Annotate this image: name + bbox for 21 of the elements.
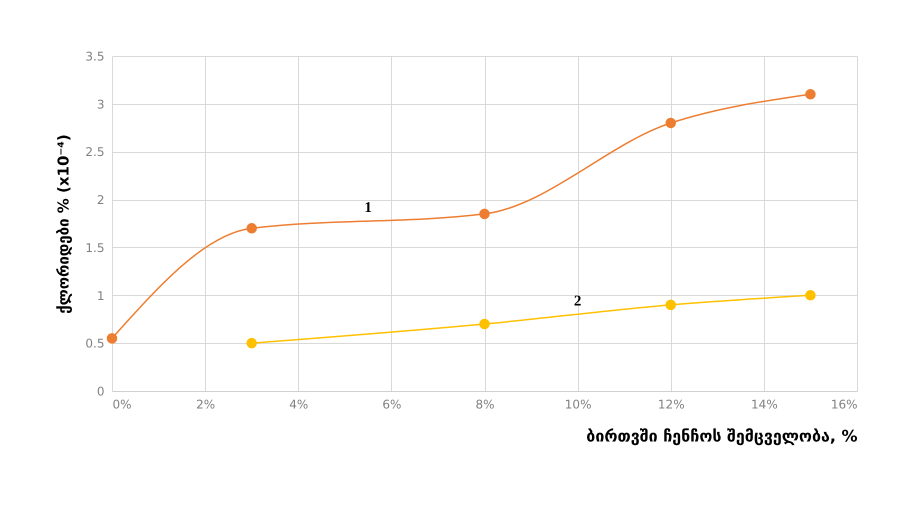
x-tick-label: 2% <box>196 398 216 412</box>
x-tick-label: 8% <box>475 398 495 412</box>
y-tick-label: 3 <box>96 97 104 112</box>
y-tick-label: 0 <box>96 384 104 398</box>
series-label: 2 <box>574 293 582 310</box>
x-tick-label: 10% <box>564 398 592 412</box>
y-tick-label: 0.5 <box>85 336 104 351</box>
series-label: 1 <box>364 200 372 216</box>
x-tick-label: 12% <box>658 398 685 412</box>
x-tick-label: 4% <box>289 398 308 412</box>
y-tick-label: 2 <box>96 193 104 208</box>
x-axis-title: ბირთვში ჩენჩოს შემცველობა, % <box>586 426 858 446</box>
y-tick-label: 1 <box>96 288 104 303</box>
x-tick-label: 14% <box>751 398 778 412</box>
y-axis-title: ქლორიდები % (x10⁻⁴) <box>54 134 72 314</box>
x-tick-label: 6% <box>382 398 402 412</box>
x-tick-label: 0% <box>112 398 132 412</box>
y-tick-label: 2.5 <box>85 145 104 160</box>
y-tick-label: 3.5 <box>85 50 104 64</box>
y-tick-label: 1.5 <box>85 240 104 255</box>
x-tick-label: 16% <box>830 398 858 412</box>
